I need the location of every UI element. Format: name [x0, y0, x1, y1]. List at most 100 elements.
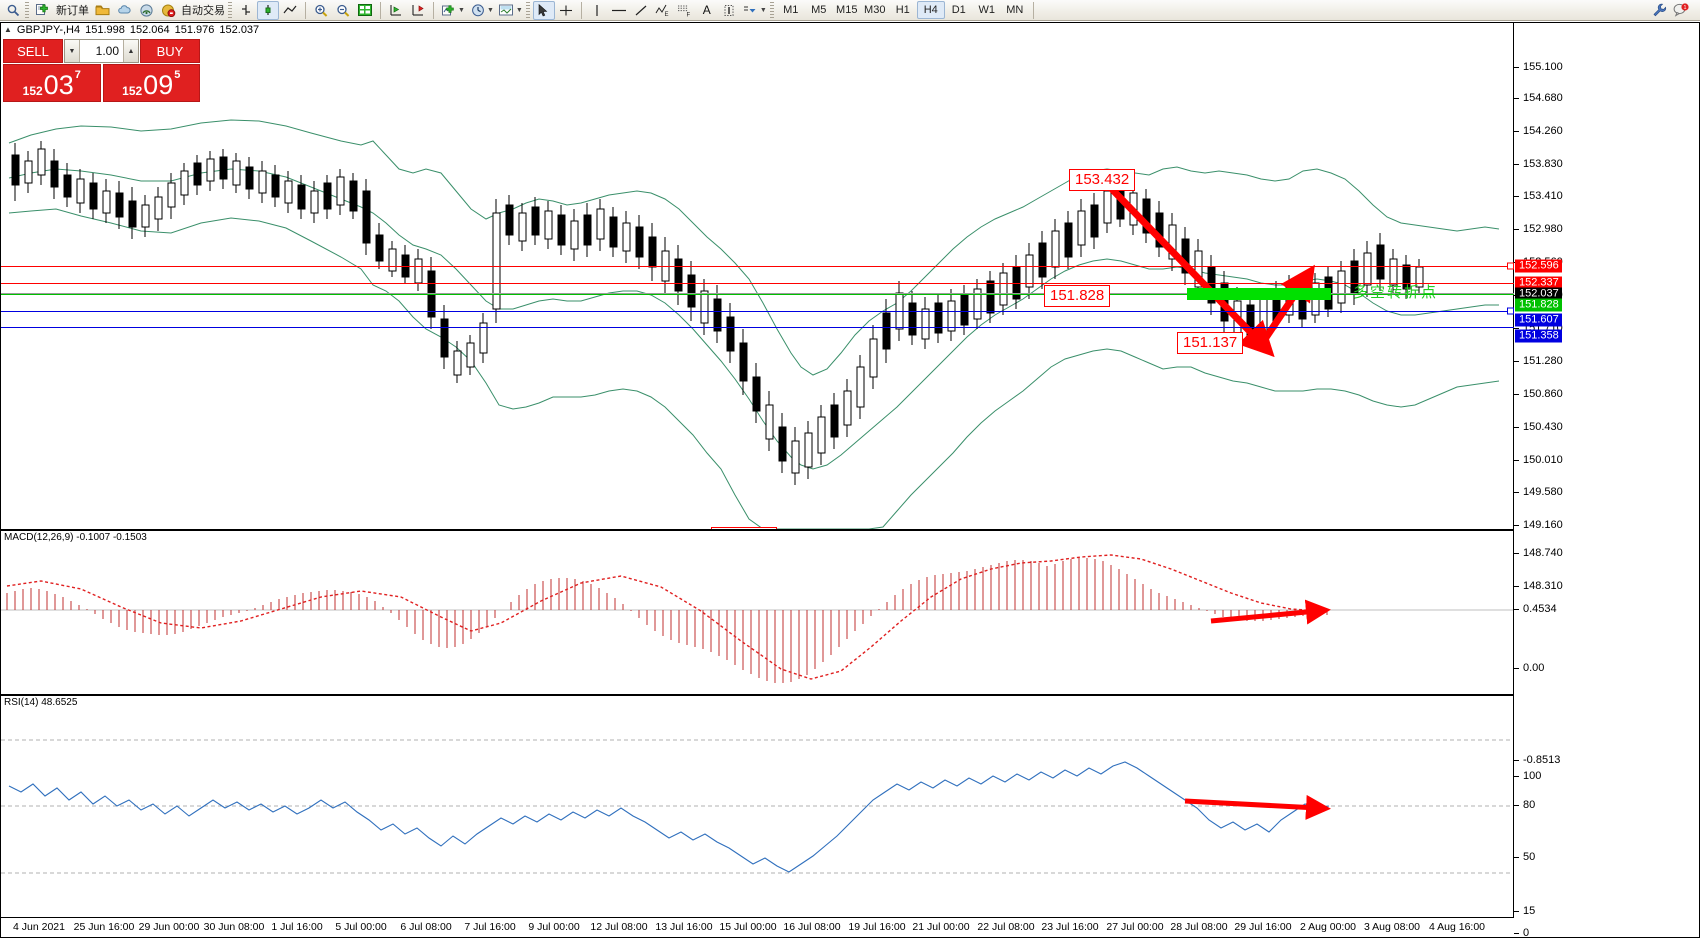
price-tag-resistance-2[interactable]: 152.337: [1515, 276, 1562, 290]
crosshair-icon[interactable]: [555, 1, 577, 20]
text-icon[interactable]: A: [702, 3, 711, 17]
timeframe-m30[interactable]: M30: [864, 4, 886, 16]
bollinger-upper-band: [8, 119, 1500, 376]
label-icon[interactable]: [718, 1, 740, 20]
pivot-callout[interactable]: 151.828: [1044, 285, 1111, 307]
hline-icon[interactable]: [608, 1, 630, 20]
chart-window[interactable]: ▲ GBPJPY-,H4 151.998 152.064 151.976 152…: [0, 22, 1700, 938]
rsi-tick-80: 80: [1514, 799, 1535, 811]
macd-tick-min: -0.8513: [1514, 754, 1560, 766]
downtrend-arrow: [1101, 178, 1275, 358]
ask-price-display[interactable]: 152 09 5: [102, 64, 200, 102]
trendline-icon[interactable]: [630, 1, 652, 20]
major-low-callout[interactable]: 148.448: [711, 527, 778, 529]
resistance-line-handle[interactable]: [1507, 262, 1514, 270]
price-tick: 150.860: [1514, 388, 1563, 400]
toolbar-grip-2[interactable]: [228, 2, 232, 18]
shapes-icon[interactable]: [740, 1, 762, 20]
new-order-icon[interactable]: [32, 1, 54, 20]
date-label: 28 Jul 08:00: [1170, 921, 1228, 933]
rsi-tick-50: 50: [1514, 851, 1535, 863]
support-line-151607[interactable]: [1, 311, 1514, 312]
volume-input[interactable]: 1.00: [80, 40, 123, 62]
swing-high-callout[interactable]: 153.432: [1069, 169, 1136, 191]
line-chart-icon[interactable]: [279, 1, 301, 20]
swing-low-callout[interactable]: 151.137: [1177, 332, 1244, 354]
turning-point-note: 多空转折点: [1353, 283, 1439, 301]
pointer-icon[interactable]: [532, 0, 555, 20]
volume-increase-icon[interactable]: ▲: [123, 40, 138, 62]
wrench-icon[interactable]: [1648, 1, 1670, 20]
price-pane[interactable]: 153.432 151.828 151.137 148.448 多空转折点: [1, 23, 1514, 529]
buy-button[interactable]: BUY: [140, 39, 200, 63]
signal-icon[interactable]: [135, 1, 157, 20]
date-label: 22 Jul 08:00: [977, 921, 1035, 933]
cursor-icon[interactable]: [2, 1, 24, 20]
timeframe-d1[interactable]: D1: [951, 4, 966, 16]
indicators-icon[interactable]: [438, 1, 460, 20]
timeframe-m5[interactable]: M5: [811, 4, 827, 16]
scroll-end-icon[interactable]: [385, 1, 407, 20]
timeframe-w1[interactable]: W1: [978, 4, 996, 16]
price-tag-support-2[interactable]: 151.358: [1515, 329, 1562, 343]
zoom-in-icon[interactable]: [310, 1, 332, 20]
ohlc-high: 152.064: [129, 23, 170, 36]
fibonacci-icon[interactable]: F: [674, 1, 696, 20]
rsi-trend-arrow: [1184, 794, 1331, 820]
rsi-tick-0: 0: [1514, 927, 1529, 938]
chart-shift-icon[interactable]: [407, 1, 429, 20]
vline-icon[interactable]: [586, 1, 608, 20]
date-axis[interactable]: 4 Jun 2021 25 Jun 16:00 29 Jun 00:00 30 …: [1, 917, 1514, 937]
chevron-down-icon-4[interactable]: ▼: [759, 6, 767, 14]
price-tag-resistance-1[interactable]: 152.596: [1515, 259, 1562, 273]
bid-price-big: 03: [43, 70, 74, 100]
sell-button[interactable]: SELL: [3, 39, 63, 63]
new-order-label[interactable]: 新订单: [56, 5, 89, 17]
date-label: 6 Jul 08:00: [400, 921, 452, 933]
resistance-line-152596[interactable]: [1, 266, 1514, 267]
volume-stepper[interactable]: ▼ 1.00 ▲: [64, 39, 139, 63]
rsi-pane[interactable]: RSI(14) 48.6525: [1, 695, 1514, 917]
candlestick-chart-icon[interactable]: [257, 0, 279, 20]
timeframe-m15[interactable]: M15: [836, 4, 858, 16]
price-tick: 154.260: [1514, 125, 1563, 137]
timeframe-h4[interactable]: H4: [916, 1, 945, 19]
timeframe-h1[interactable]: H1: [895, 4, 910, 16]
auto-trading-label[interactable]: 自动交易: [181, 5, 225, 17]
support-line-151358[interactable]: [1, 327, 1514, 328]
bollinger-lower-band: [8, 208, 1500, 529]
toolbar-grip-3[interactable]: [525, 2, 530, 18]
equidistant-channel-icon[interactable]: E: [652, 1, 674, 20]
price-tag-support-1[interactable]: 151.607: [1515, 313, 1562, 327]
chevron-down-icon-2[interactable]: ▼: [486, 6, 494, 14]
volume-decrease-icon[interactable]: ▼: [65, 40, 80, 62]
price-tag-pivot[interactable]: 151.828: [1515, 298, 1562, 312]
price-axis[interactable]: 155.100 154.680 154.260 153.830 153.410 …: [1513, 23, 1699, 938]
alert-icon[interactable]: 1: [1670, 1, 1692, 20]
bar-chart-icon[interactable]: [235, 1, 257, 20]
period-icon[interactable]: [467, 1, 489, 20]
main-toolbar: 新订单 自动交易: [0, 0, 1700, 21]
price-tick: 155.100: [1514, 61, 1563, 73]
pivot-line-151828[interactable]: [1, 294, 1514, 295]
chevron-down-icon-3[interactable]: ▼: [515, 6, 523, 14]
data-window-icon[interactable]: [354, 1, 376, 20]
chevron-down-icon[interactable]: ▼: [458, 6, 465, 14]
folder-icon[interactable]: [91, 1, 113, 20]
resistance-line-152337[interactable]: [1, 283, 1514, 284]
cloud-icon[interactable]: [113, 1, 135, 20]
bid-price-display[interactable]: 152 03 7: [3, 64, 101, 102]
zoom-out-icon[interactable]: [332, 1, 354, 20]
templates-icon[interactable]: [496, 1, 518, 20]
auto-trading-icon[interactable]: [157, 1, 179, 20]
toolbar-grip-4[interactable]: [769, 2, 774, 18]
support-line-handle[interactable]: [1507, 307, 1514, 315]
date-label: 2 Aug 00:00: [1299, 921, 1357, 933]
one-click-trading-panel[interactable]: SELL ▼ 1.00 ▲ BUY 152 03 7 152 09 5: [3, 39, 200, 102]
timeframe-mn[interactable]: MN: [1006, 4, 1024, 16]
oct-price-row: 152 03 7 152 09 5: [3, 64, 200, 102]
macd-pane[interactable]: MACD(12,26,9) -0.1007 -0.1503: [1, 530, 1514, 694]
toolbar-grip[interactable]: [25, 2, 29, 18]
timeframe-m1[interactable]: M1: [783, 4, 799, 16]
bollinger-middle-band: [8, 168, 1499, 470]
